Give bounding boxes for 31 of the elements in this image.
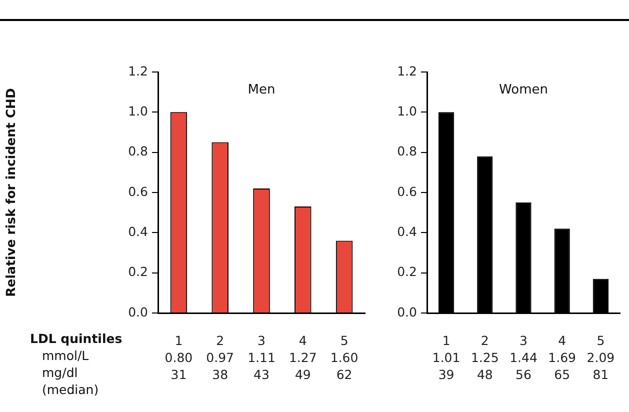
y-tick-label: 0.8 <box>397 144 418 159</box>
x-tick-label: 2 0.97 38 <box>206 332 234 382</box>
y-tick-label: 1.2 <box>128 63 148 78</box>
text: LDL quintiles <box>30 331 122 346</box>
text: mmol/L <box>42 348 89 363</box>
y-tick-label: 0.0 <box>128 304 148 320</box>
y-tick-label: 0.4 <box>397 224 418 239</box>
y-tick-label: 0.8 <box>128 144 148 159</box>
y-axis-title: Relative risk for incident CHD <box>2 88 18 297</box>
x-tick-label: 3 1.44 56 <box>510 332 538 382</box>
text: mg/dl <box>42 365 78 380</box>
y-tick-label: 1.2 <box>397 63 417 78</box>
y-tick-label: 1.0 <box>397 103 418 118</box>
y-tick-label: 0.2 <box>397 264 417 280</box>
x-tick-label: 4 1.69 65 <box>548 332 576 382</box>
y-tick-label: 0.6 <box>397 184 418 199</box>
x-tick-label: 3 1.11 43 <box>248 332 276 382</box>
x-tick-label: 1 0.80 31 <box>164 332 193 382</box>
text: Men <box>248 82 276 98</box>
x-tick-label: 5 1.60 62 <box>330 332 358 382</box>
x-tick-label: 1 1.01 39 <box>432 332 460 382</box>
y-tick-label: 0.0 <box>397 304 418 320</box>
y-tick-label: 0.4 <box>128 224 148 239</box>
x-tick-label: 5 2.09 81 <box>586 332 615 382</box>
y-tick-label: 0.2 <box>128 264 148 280</box>
y-tick-label: 1.0 <box>128 103 148 118</box>
text: (median) <box>42 382 99 397</box>
x-tick-label: 4 1.27 49 <box>288 332 317 382</box>
text: Women <box>499 82 548 98</box>
y-tick-label: 0.6 <box>128 184 148 199</box>
x-tick-label: 2 1.25 48 <box>470 332 499 382</box>
